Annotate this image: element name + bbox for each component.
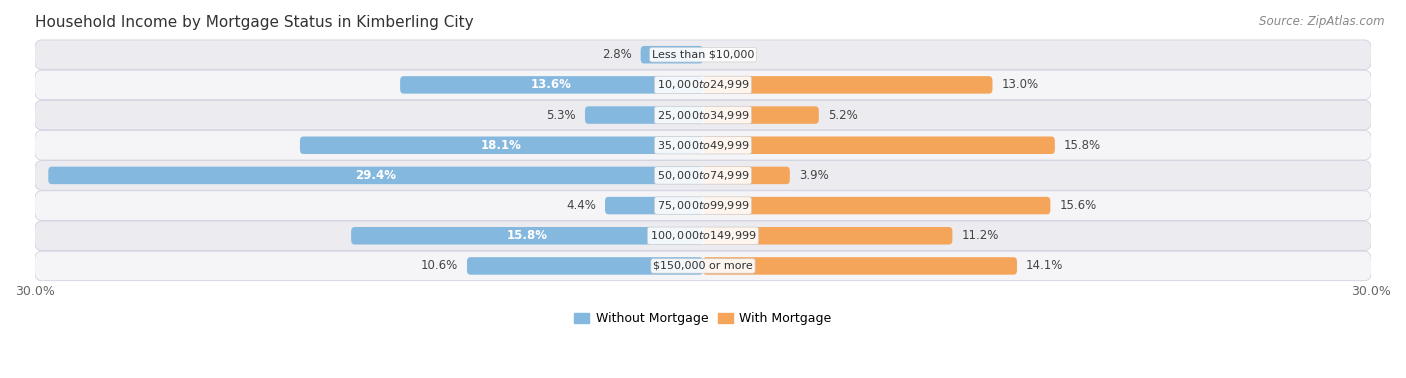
Text: 13.0%: 13.0%: [1001, 78, 1039, 91]
Text: 5.2%: 5.2%: [828, 108, 858, 122]
Text: $50,000 to $74,999: $50,000 to $74,999: [657, 169, 749, 182]
FancyBboxPatch shape: [299, 136, 703, 154]
Text: 29.4%: 29.4%: [356, 169, 396, 182]
Text: $75,000 to $99,999: $75,000 to $99,999: [657, 199, 749, 212]
FancyBboxPatch shape: [703, 257, 1017, 275]
Text: 14.1%: 14.1%: [1026, 259, 1063, 273]
Text: 15.8%: 15.8%: [506, 229, 547, 242]
Text: 10.6%: 10.6%: [420, 259, 458, 273]
Text: Less than $10,000: Less than $10,000: [652, 50, 754, 60]
Text: $100,000 to $149,999: $100,000 to $149,999: [650, 229, 756, 242]
Text: 5.3%: 5.3%: [547, 108, 576, 122]
FancyBboxPatch shape: [703, 106, 818, 124]
FancyBboxPatch shape: [48, 167, 703, 184]
FancyBboxPatch shape: [35, 191, 1371, 220]
Text: 11.2%: 11.2%: [962, 229, 998, 242]
FancyBboxPatch shape: [35, 40, 1371, 70]
FancyBboxPatch shape: [703, 197, 1050, 214]
Legend: Without Mortgage, With Mortgage: Without Mortgage, With Mortgage: [569, 307, 837, 330]
Text: 15.8%: 15.8%: [1064, 139, 1101, 152]
FancyBboxPatch shape: [35, 221, 1371, 251]
FancyBboxPatch shape: [35, 70, 1371, 100]
Text: 2.8%: 2.8%: [602, 48, 631, 61]
FancyBboxPatch shape: [703, 136, 1054, 154]
FancyBboxPatch shape: [352, 227, 703, 245]
Text: $150,000 or more: $150,000 or more: [654, 261, 752, 271]
FancyBboxPatch shape: [703, 167, 790, 184]
FancyBboxPatch shape: [605, 197, 703, 214]
FancyBboxPatch shape: [35, 251, 1371, 281]
Text: 15.6%: 15.6%: [1059, 199, 1097, 212]
Text: Household Income by Mortgage Status in Kimberling City: Household Income by Mortgage Status in K…: [35, 15, 474, 30]
FancyBboxPatch shape: [467, 257, 703, 275]
FancyBboxPatch shape: [641, 46, 703, 64]
FancyBboxPatch shape: [35, 161, 1371, 190]
Text: $35,000 to $49,999: $35,000 to $49,999: [657, 139, 749, 152]
FancyBboxPatch shape: [703, 76, 993, 94]
FancyBboxPatch shape: [35, 130, 1371, 160]
FancyBboxPatch shape: [35, 100, 1371, 130]
Text: 4.4%: 4.4%: [567, 199, 596, 212]
Text: 0.0%: 0.0%: [711, 48, 741, 61]
Text: 13.6%: 13.6%: [531, 78, 572, 91]
Text: 18.1%: 18.1%: [481, 139, 522, 152]
FancyBboxPatch shape: [703, 227, 952, 245]
FancyBboxPatch shape: [401, 76, 703, 94]
Text: $10,000 to $24,999: $10,000 to $24,999: [657, 78, 749, 91]
Text: $25,000 to $34,999: $25,000 to $34,999: [657, 108, 749, 122]
FancyBboxPatch shape: [585, 106, 703, 124]
Text: 3.9%: 3.9%: [799, 169, 828, 182]
Text: Source: ZipAtlas.com: Source: ZipAtlas.com: [1260, 15, 1385, 28]
